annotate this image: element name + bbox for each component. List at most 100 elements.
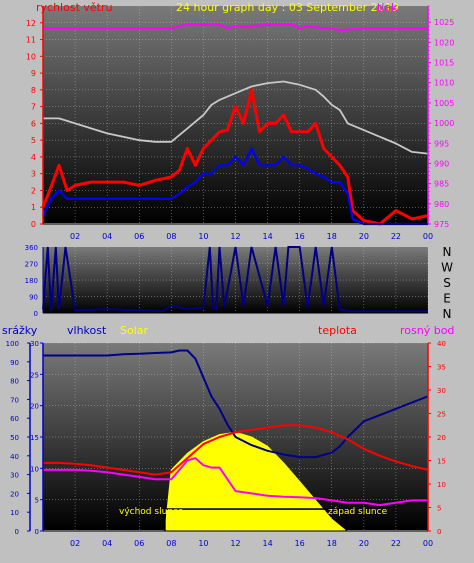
compass-label: N — [443, 307, 452, 321]
tick-label-pressure: 1010 — [434, 79, 454, 88]
series-daylight — [43, 508, 428, 529]
tick-label-temperature: 5 — [437, 505, 441, 513]
tick-label-direction: 180 — [25, 277, 38, 285]
tick-label-pressure: 975 — [434, 220, 449, 229]
chart-title: 24 hour graph day : 03 September 2019 — [176, 1, 399, 14]
tick-label-time-top: 10 — [198, 232, 208, 241]
dewpoint-axis-title: rosný bod — [400, 324, 454, 337]
temperature-humidity-series — [43, 349, 429, 532]
tick-label-time-top: 08 — [166, 232, 176, 241]
tick-label-humidity: 25 — [30, 371, 39, 379]
tick-label-temperature: 10 — [437, 481, 446, 489]
tick-label-rain: 100 — [6, 340, 19, 348]
series-wind-direction — [42, 246, 428, 313]
tick-label-rain: 50 — [10, 434, 19, 442]
tick-label-time-top: 18 — [327, 232, 337, 241]
tick-label-direction: 270 — [25, 261, 38, 269]
tick-label-wind-speed: 9 — [31, 69, 36, 78]
pressure-axis-title: tlak — [377, 1, 398, 14]
tick-label-temperature: 35 — [437, 364, 446, 372]
tick-label-wind-speed: 5 — [31, 136, 36, 145]
tick-label-humidity: 30 — [30, 340, 39, 348]
tick-label-humidity: 10 — [30, 465, 39, 473]
tick-label-time-bottom: 06 — [134, 539, 144, 548]
tick-label-time-top: 22 — [391, 232, 401, 241]
temperature-axis-title: teplota — [318, 324, 357, 337]
tick-label-time-bottom: 08 — [166, 539, 176, 548]
tick-label-pressure: 1015 — [434, 59, 454, 68]
compass-label: E — [443, 292, 451, 306]
tick-label-time-bottom: 04 — [102, 539, 112, 548]
tick-label-rain: 70 — [10, 396, 19, 404]
compass-label: W — [441, 261, 453, 275]
tick-label-wind-speed: 10 — [26, 52, 36, 61]
wind-direction-series — [42, 246, 428, 313]
wind-pressure-series — [41, 23, 429, 226]
tick-label-rain: 40 — [10, 453, 19, 461]
tick-label-wind-speed: 12 — [26, 19, 36, 28]
wind-speed-axis-title: rychlost větru — [36, 1, 112, 14]
tick-label-pressure: 985 — [434, 180, 449, 189]
tick-label-rain: 30 — [10, 472, 19, 480]
tick-label-time-top: 06 — [134, 232, 144, 241]
tick-label-temperature: 15 — [437, 458, 446, 466]
tick-label-temperature: 30 — [437, 387, 446, 395]
grid-direction — [43, 247, 429, 313]
compass-label: N — [443, 245, 452, 259]
series-humidity — [43, 349, 429, 459]
tick-label-rain: 80 — [10, 378, 19, 386]
tick-label-rain: 60 — [10, 415, 19, 423]
sunrise-label: východ slunce — [119, 507, 184, 517]
tick-label-rain: 90 — [10, 359, 19, 367]
tick-label-temperature: 20 — [437, 434, 446, 442]
tick-label-pressure: 1025 — [434, 18, 454, 27]
tick-label-time-top: 04 — [102, 232, 112, 241]
tick-label-wind-speed: 3 — [31, 170, 36, 179]
tick-label-temperature: 0 — [437, 528, 441, 536]
tick-label-wind-speed: 4 — [31, 153, 36, 162]
tick-label-pressure: 990 — [434, 159, 449, 168]
tick-label-time-bottom: 10 — [198, 539, 208, 548]
tick-label-time-top: 16 — [295, 232, 305, 241]
series-solar — [164, 431, 348, 532]
tick-label-direction: 90 — [29, 294, 38, 302]
compass-label: S — [443, 276, 451, 290]
tick-label-rain: 0 — [15, 528, 19, 536]
solar-axis-title: Solar — [120, 324, 149, 337]
tick-label-humidity: 5 — [35, 497, 39, 505]
tick-label-wind-speed: 11 — [26, 36, 36, 45]
series-pressure_trace — [43, 80, 429, 155]
tick-label-time-top: 00 — [423, 232, 433, 241]
series-temperature — [43, 424, 429, 476]
series-dewpoint — [43, 457, 428, 507]
tick-label-time-bottom: 00 — [423, 539, 433, 548]
tick-label-pressure: 1020 — [434, 38, 454, 47]
tick-label-direction: 0 — [34, 310, 38, 318]
tick-label-wind-speed: 0 — [31, 220, 36, 229]
tick-label-humidity: 15 — [30, 434, 39, 442]
tick-label-temperature: 40 — [437, 340, 446, 348]
series-gust — [41, 88, 429, 226]
tick-label-pressure: 1005 — [434, 99, 454, 108]
tick-label-time-top: 14 — [262, 232, 272, 241]
tick-label-time-top: 20 — [359, 232, 369, 241]
tick-label-wind-speed: 7 — [31, 103, 36, 112]
tick-label-temperature: 25 — [437, 411, 446, 419]
sunset-label: západ slunce — [328, 507, 388, 517]
tick-label-wind-speed: 1 — [31, 203, 36, 212]
series-wind_avg — [42, 147, 428, 226]
tick-label-time-bottom: 12 — [230, 539, 240, 548]
tick-label-direction: 360 — [25, 244, 38, 252]
tick-label-time-bottom: 22 — [391, 539, 401, 548]
tick-label-time-top: 12 — [230, 232, 240, 241]
tick-label-time-bottom: 16 — [295, 539, 305, 548]
tick-label-time-bottom: 14 — [262, 539, 272, 548]
tick-label-time-bottom: 20 — [359, 539, 369, 548]
tick-label-pressure: 1000 — [434, 119, 454, 128]
series-pressure — [43, 23, 428, 32]
tick-label-humidity: 20 — [30, 403, 39, 411]
tick-label-time-bottom: 18 — [327, 539, 337, 548]
rain-axis-title: srážky — [2, 324, 38, 337]
tick-label-wind-speed: 2 — [31, 186, 36, 195]
